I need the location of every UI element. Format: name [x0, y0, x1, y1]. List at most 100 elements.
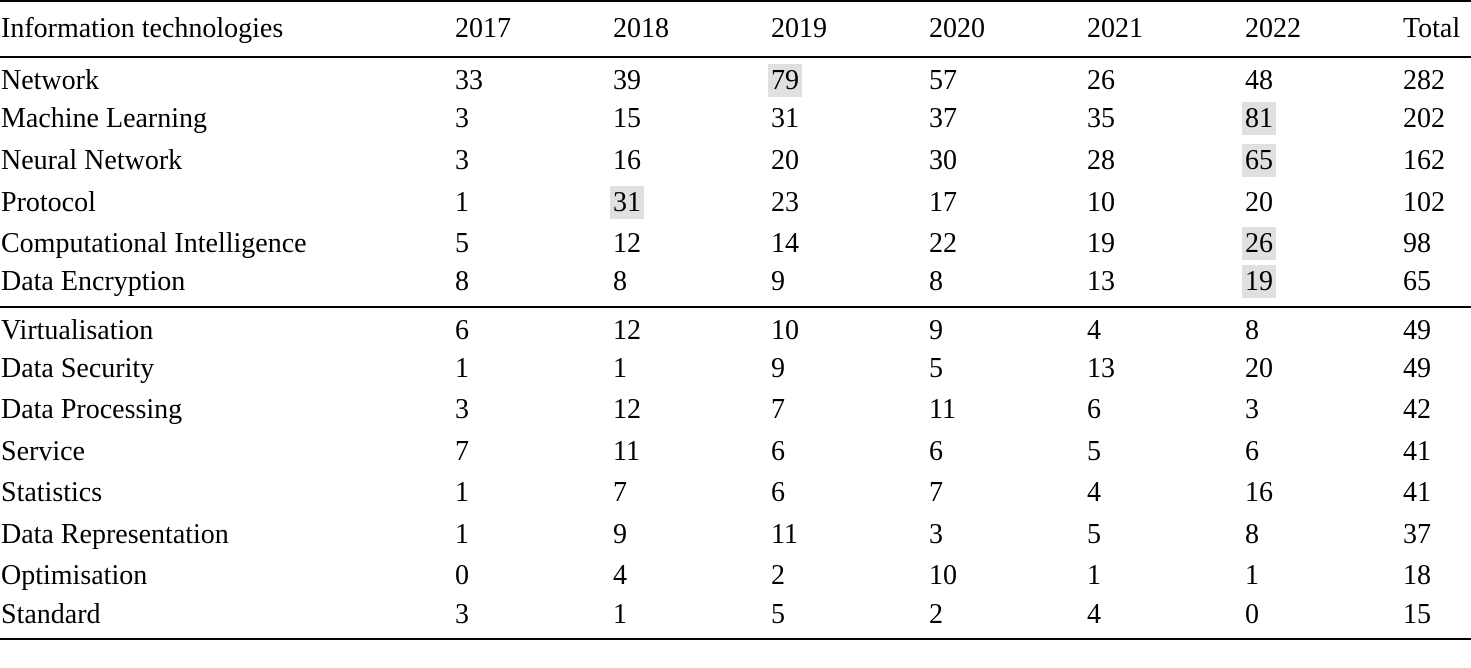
cell-value: 39 — [613, 65, 641, 97]
cell-value: 5 — [1087, 518, 1101, 550]
cell-machine-learning-2020: 37 — [929, 99, 1087, 141]
cell-data-security-2019: 9 — [771, 348, 929, 390]
table-row: Protocol 1 31 23 17 10 20 102 — [0, 182, 1471, 224]
cell-data-security-2021: 13 — [1087, 348, 1245, 390]
cell-virtualisation-total: 49 — [1403, 307, 1471, 349]
row-label-data-representation: Data Representation — [1, 518, 229, 550]
cell-network-2020: 57 — [929, 57, 1087, 99]
cell-data-encryption-2018: 8 — [613, 265, 771, 307]
cell-value: 65 — [1403, 266, 1431, 298]
cell-machine-learning-2021: 35 — [1087, 99, 1245, 141]
cell-computational-intelligence-total: 98 — [1403, 223, 1471, 265]
cell-value: 41 — [1403, 435, 1431, 467]
cell-data-representation-2018: 9 — [613, 514, 771, 556]
cell-network-2022: 48 — [1245, 57, 1403, 99]
cell-computational-intelligence-2017: 5 — [455, 223, 613, 265]
cell-value: 282 — [1403, 65, 1445, 97]
cell-value: 5 — [771, 599, 785, 631]
cell-standard-2018: 1 — [613, 597, 771, 639]
cell-value: 98 — [1403, 228, 1431, 260]
cell-standard-2022: 0 — [1245, 597, 1403, 639]
cell-virtualisation-2019: 10 — [771, 307, 929, 349]
cell-data-processing-2018: 12 — [613, 390, 771, 432]
cell-protocol-2017: 1 — [455, 182, 613, 224]
header-2021: 2021 — [1087, 13, 1143, 44]
cell-value: 8 — [455, 266, 469, 298]
cell-optimisation-2017: 0 — [455, 556, 613, 598]
cell-value: 31 — [771, 103, 799, 135]
cell-value: 49 — [1403, 314, 1431, 346]
cell-value: 3 — [455, 394, 469, 426]
cell-neural-network-2021: 28 — [1087, 140, 1245, 182]
cell-standard-total: 15 — [1403, 597, 1471, 639]
cell-value: 18 — [1403, 560, 1431, 592]
cell-neural-network-total: 162 — [1403, 140, 1471, 182]
header-2019: 2019 — [771, 13, 827, 44]
cell-value: 9 — [613, 518, 627, 550]
cell-service-total: 41 — [1403, 431, 1471, 473]
cell-value: 202 — [1403, 103, 1445, 135]
cell-value: 13 — [1087, 266, 1115, 298]
cell-virtualisation-2018: 12 — [613, 307, 771, 349]
cell-network-total: 282 — [1403, 57, 1471, 99]
table-row: Optimisation 0 4 2 10 1 1 18 — [0, 556, 1471, 598]
cell-data-security-2022: 20 — [1245, 348, 1403, 390]
cell-machine-learning-total: 202 — [1403, 99, 1471, 141]
cell-protocol-2020: 17 — [929, 182, 1087, 224]
cell-value: 0 — [1245, 599, 1259, 631]
table-group-bottom: Virtualisation 6 12 10 9 4 8 49 Data Security 1 1 9… — [0, 306, 1471, 639]
cell-value: 2 — [771, 560, 785, 592]
cell-statistics-2020: 7 — [929, 473, 1087, 515]
cell-protocol-2018: 31 — [610, 182, 771, 224]
cell-data-representation-2022: 8 — [1245, 514, 1403, 556]
cell-value: 15 — [1403, 599, 1431, 631]
cell-data-encryption-2019: 9 — [771, 265, 929, 307]
cell-optimisation-2022: 1 — [1245, 556, 1403, 598]
cell-value: 4 — [1087, 314, 1101, 346]
cell-value: 8 — [1245, 518, 1259, 550]
row-label-service: Service — [1, 435, 85, 467]
cell-value: 1 — [1087, 560, 1101, 592]
cell-data-representation-total: 37 — [1403, 514, 1471, 556]
row-label-standard: Standard — [1, 599, 101, 631]
cell-value-highlighted: 26 — [1242, 227, 1276, 261]
cell-value: 2 — [929, 599, 943, 631]
cell-value: 57 — [929, 65, 957, 97]
cell-optimisation-total: 18 — [1403, 556, 1471, 598]
cell-value: 5 — [455, 228, 469, 260]
cell-protocol-2019: 23 — [771, 182, 929, 224]
header-2020: 2020 — [929, 13, 985, 44]
row-label-network: Network — [1, 65, 99, 97]
table-row: Service 7 11 6 6 5 6 41 — [0, 431, 1471, 473]
table-row: Computational Intelligence 5 12 14 22 19 26 98 — [0, 223, 1471, 265]
cell-data-representation-2021: 5 — [1087, 514, 1245, 556]
cell-value: 1 — [455, 352, 469, 384]
cell-optimisation-2019: 2 — [771, 556, 929, 598]
cell-value: 48 — [1245, 65, 1273, 97]
cell-network-2018: 39 — [613, 57, 771, 99]
cell-value: 17 — [929, 186, 957, 218]
cell-optimisation-2021: 1 — [1087, 556, 1245, 598]
cell-value: 6 — [1245, 435, 1259, 467]
cell-service-2022: 6 — [1245, 431, 1403, 473]
cell-value: 28 — [1087, 144, 1115, 176]
table-row: Data Security 1 1 9 5 13 20 49 — [0, 348, 1471, 390]
cell-value: 10 — [1087, 186, 1115, 218]
cell-statistics-2019: 6 — [771, 473, 929, 515]
cell-value: 7 — [455, 435, 469, 467]
row-label-machine-learning: Machine Learning — [1, 103, 208, 135]
cell-optimisation-2020: 10 — [929, 556, 1087, 598]
cell-value: 30 — [929, 144, 957, 176]
cell-value: 11 — [771, 518, 798, 550]
cell-value: 3 — [455, 103, 469, 135]
cell-value: 41 — [1403, 477, 1431, 509]
cell-data-processing-2020: 11 — [929, 390, 1087, 432]
cell-computational-intelligence-2020: 22 — [929, 223, 1087, 265]
cell-data-representation-2019: 11 — [771, 514, 929, 556]
cell-value-highlighted: 31 — [610, 185, 644, 219]
cell-value: 35 — [1087, 103, 1115, 135]
row-label-virtualisation: Virtualisation — [1, 314, 154, 346]
cell-value: 20 — [1245, 186, 1273, 218]
cell-data-security-total: 49 — [1403, 348, 1471, 390]
